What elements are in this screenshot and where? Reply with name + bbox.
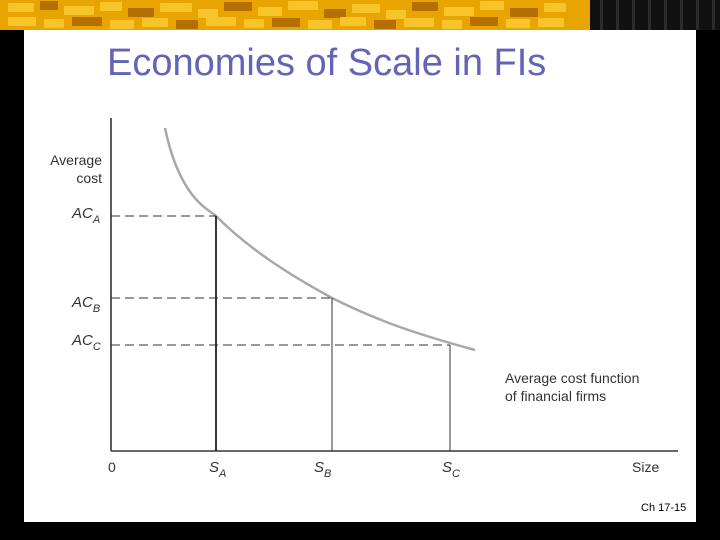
curve-label-line2: of financial firms	[505, 388, 606, 404]
average-cost-curve	[163, 127, 476, 352]
y-axis-label-line2: cost	[76, 170, 102, 186]
right-border-band	[696, 30, 720, 540]
s-a-label: SA	[209, 459, 226, 480]
ac-c-label: ACC	[71, 332, 101, 353]
slide-title: Economies of Scale in FIs	[107, 42, 547, 84]
top-decorative-band	[0, 0, 720, 30]
origin-label: 0	[108, 459, 116, 475]
ac-a-label: ACA	[71, 205, 100, 226]
slide-canvas	[24, 30, 696, 522]
slide-number: Ch 17-15	[641, 502, 687, 514]
s-b-label: SB	[314, 459, 331, 480]
s-c-label: SC	[442, 459, 460, 480]
curve-label-line1: Average cost function	[505, 370, 639, 386]
y-axis-label-line1: Average	[50, 152, 102, 168]
left-border-band	[0, 30, 24, 540]
top-right-grid-pattern	[590, 0, 720, 30]
ac-b-label: ACB	[71, 294, 100, 315]
x-axis-label: Size	[632, 459, 659, 475]
